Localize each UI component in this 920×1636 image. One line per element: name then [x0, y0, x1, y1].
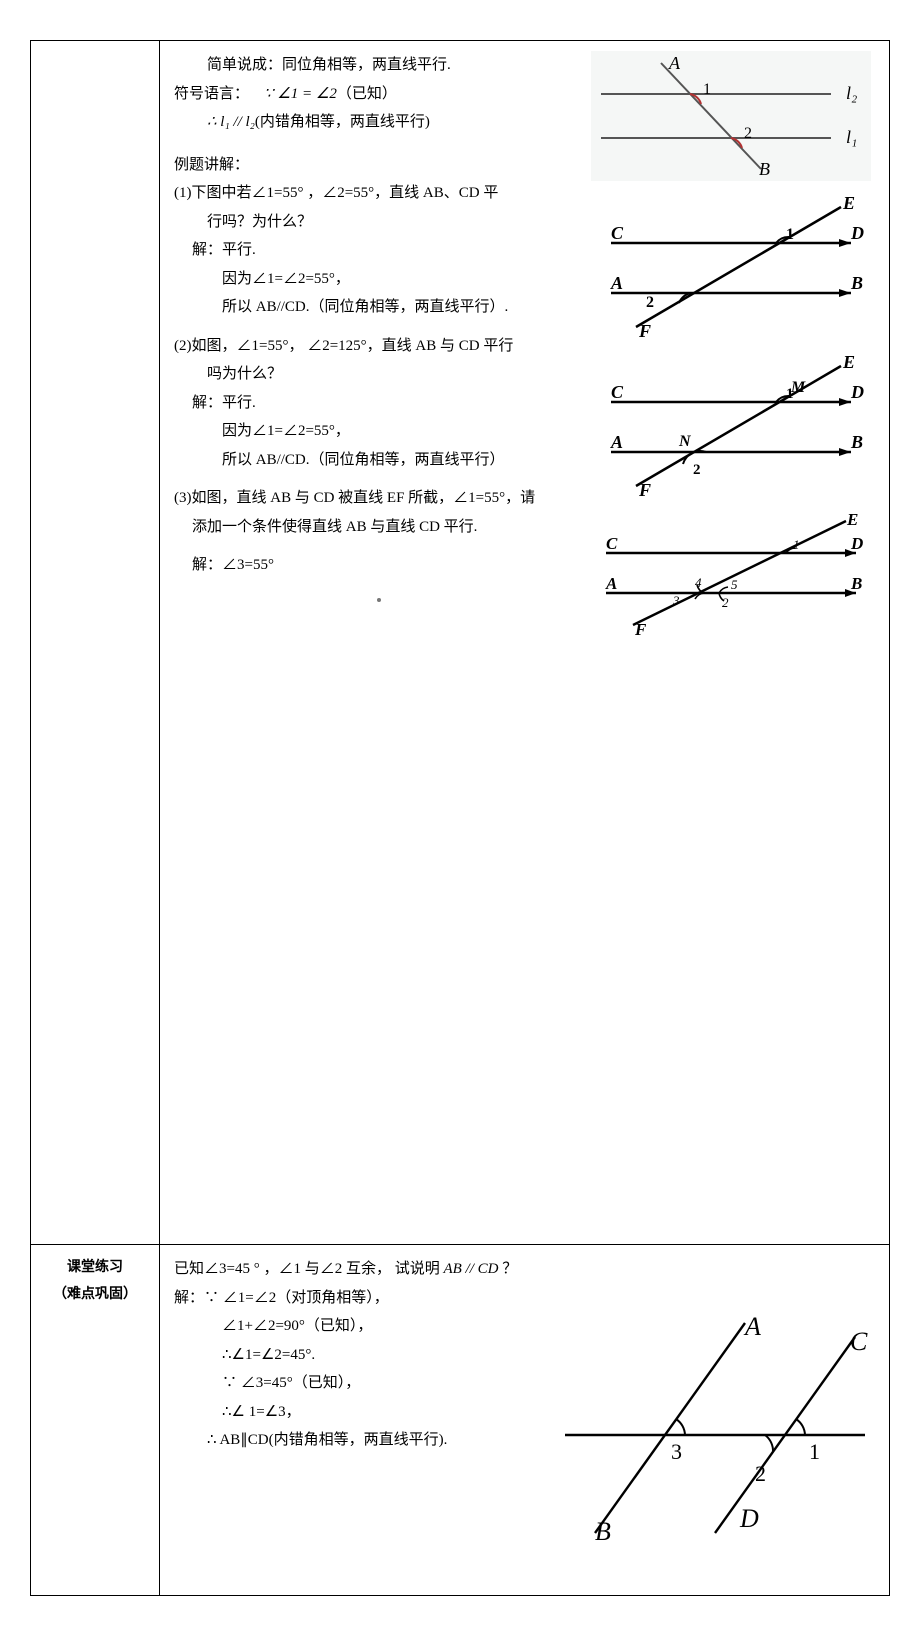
row2-lbl-D: D: [739, 1504, 759, 1533]
fig3-lbl-A: A: [610, 432, 623, 452]
ex3-q-line2: 添加一个条件使得直线 AB 与直线 CD 平行.: [174, 513, 584, 542]
ex2-a-l1: 因为∠1=∠2=55°，: [174, 417, 584, 446]
fig2-ang-1: 1: [786, 226, 794, 243]
fig3-lbl-B: B: [850, 432, 863, 452]
ex2-q-line2: 吗为什么？: [174, 360, 584, 389]
row2-a-l1: 解：∵ ∠1=∠2（对顶角相等），: [174, 1284, 554, 1313]
row2-a-l4: ∵ ∠3=45°（已知），: [174, 1369, 554, 1398]
row2-lbl-A: A: [743, 1312, 761, 1341]
fig1-ang-2: 2: [744, 125, 752, 142]
fig3-lbl-N: N: [678, 433, 692, 450]
ex2-q-line1: (2)如图，∠1=55°， ∠2=125°，直线 AB 与 CD 平行: [174, 332, 584, 361]
row1-figures: A B l₂ l₁ 1 2: [591, 51, 881, 657]
fig4-lbl-B: B: [850, 574, 862, 593]
ex1-a-l2: 所以 AB//CD.（同位角相等，两直线平行）.: [174, 293, 584, 322]
fig3-lbl-E: E: [842, 354, 855, 372]
fig4-ang-1: 1: [793, 537, 800, 552]
symlang-conclusion: ∴ l₁ // l₂: [207, 114, 255, 130]
figure-4: C D A B E F 1 2 3 4 5: [591, 513, 881, 643]
row1-label-cell: [31, 41, 160, 1245]
fig3-lbl-D: D: [850, 382, 864, 402]
ex1-q-line2: 行吗？为什么？: [174, 208, 584, 237]
row2-content-cell: 已知∠3=45 ° ，∠1 与∠2 互余， 试说明 AB // CD ？ 解：∵…: [160, 1245, 890, 1596]
row2-a-l6: ∴ AB∥CD(内错角相等，两直线平行).: [174, 1426, 554, 1455]
row2-label-cell: 课堂练习 （难点巩固）: [31, 1245, 160, 1596]
fig4-ang-4: 4: [695, 575, 702, 590]
row2-label-l1: 课堂练习: [45, 1255, 145, 1282]
fig2-lbl-A: A: [610, 273, 623, 293]
row2-a-l3: ∴∠1=∠2=45°.: [174, 1341, 554, 1370]
fig4-lbl-A: A: [605, 574, 617, 593]
fig2-lbl-D: D: [850, 223, 864, 243]
row1-content-cell: 简单说成：同位角相等，两直线平行. 符号语言： ∵ ∠1 = ∠2（已知） ∴ …: [160, 41, 890, 1245]
fig4-ang-2: 2: [722, 595, 729, 610]
fig2-lbl-C: C: [611, 223, 624, 243]
fig4-lbl-F: F: [634, 620, 647, 639]
ex1-a-label: 解：平行.: [174, 236, 584, 265]
row2-a-l2: ∠1+∠2=90°（已知），: [174, 1312, 554, 1341]
example-2: (2)如图，∠1=55°， ∠2=125°，直线 AB 与 CD 平行 吗为什么…: [174, 332, 584, 475]
fig1-lbl-A: A: [668, 53, 681, 73]
row2-question: 已知∠3=45 ° ，∠1 与∠2 互余， 试说明 AB // CD ？: [174, 1255, 554, 1284]
row2-ang-1: 1: [809, 1439, 820, 1464]
ex2-a-label: 解：平行.: [174, 389, 584, 418]
row2-q-math: AB // CD: [443, 1261, 498, 1277]
fig4-lbl-D: D: [850, 534, 863, 553]
fig3-ang-2: 2: [693, 462, 701, 478]
summary-line: 简单说成：同位角相等，两直线平行.: [174, 51, 584, 80]
fig1-ang-1: 1: [703, 81, 711, 98]
row2-figure: A C B D 3 1 2: [555, 1295, 875, 1556]
fig2-ang-2: 2: [646, 294, 654, 311]
row2-ang-2: 2: [755, 1461, 766, 1486]
examples-header: 例题讲解：: [174, 151, 584, 180]
ex1-q-line1: (1)下图中若∠1=55° ，∠2=55°，直线 AB、CD 平: [174, 179, 584, 208]
fig4-ang-5: 5: [731, 577, 738, 592]
symlang-premise: ∵ ∠1 = ∠2: [264, 86, 337, 102]
fig4-lbl-E: E: [846, 513, 858, 529]
figure-1: A B l₂ l₁ 1 2: [591, 51, 881, 181]
fig2-lbl-F: F: [638, 321, 651, 340]
row2-lbl-C: C: [850, 1327, 868, 1356]
row2-label-l2: （难点巩固）: [45, 1282, 145, 1309]
fig1-lbl-l1: l₁: [846, 127, 857, 147]
row2-text: 已知∠3=45 ° ，∠1 与∠2 互余， 试说明 AB // CD ？ 解：∵…: [174, 1255, 554, 1455]
ex3-q-line1: (3)如图，直线 AB 与 CD 被直线 EF 所截，∠1=55°，请: [174, 484, 584, 513]
ex1-a-l1: 因为∠1=∠2=55°，: [174, 265, 584, 294]
fig2-lbl-E: E: [842, 195, 855, 213]
ex3-a: 解：∠3=55°: [174, 551, 584, 580]
fig3-ang-1: 1: [786, 386, 794, 402]
example-1: (1)下图中若∠1=55° ，∠2=55°，直线 AB、CD 平 行吗？为什么？…: [174, 179, 584, 322]
lesson-table: 简单说成：同位角相等，两直线平行. 符号语言： ∵ ∠1 = ∠2（已知） ∴ …: [30, 40, 890, 1596]
row1-text: 简单说成：同位角相等，两直线平行. 符号语言： ∵ ∠1 = ∠2（已知） ∴ …: [174, 51, 584, 614]
figure-3: C D A B E F M N 1 2: [591, 354, 881, 499]
symlang-premise-note: （已知）: [337, 86, 397, 102]
row2-ang-3: 3: [671, 1439, 682, 1464]
fig3-lbl-C: C: [611, 382, 624, 402]
fig4-lbl-C: C: [606, 534, 618, 553]
fig2-lbl-B: B: [850, 273, 863, 293]
fig3-lbl-F: F: [638, 480, 651, 499]
example-3: (3)如图，直线 AB 与 CD 被直线 EF 所截，∠1=55°，请 添加一个…: [174, 484, 584, 580]
row2-a-l5: ∴∠ 1=∠3，: [174, 1398, 554, 1427]
fig4-ang-3: 3: [672, 593, 680, 608]
figure-2: C D A B E F 1 2: [591, 195, 881, 340]
symlang-label: 符号语言：: [174, 86, 249, 102]
fig1-lbl-B: B: [759, 159, 770, 179]
ellipsis-icon: [377, 598, 381, 602]
row2-lbl-B: B: [595, 1517, 611, 1545]
ex2-a-l2: 所以 AB//CD.（同位角相等，两直线平行）: [174, 446, 584, 475]
symlang-conclusion-note: (内错角相等，两直线平行): [255, 114, 430, 130]
fig1-lbl-l2: l₂: [846, 83, 857, 103]
